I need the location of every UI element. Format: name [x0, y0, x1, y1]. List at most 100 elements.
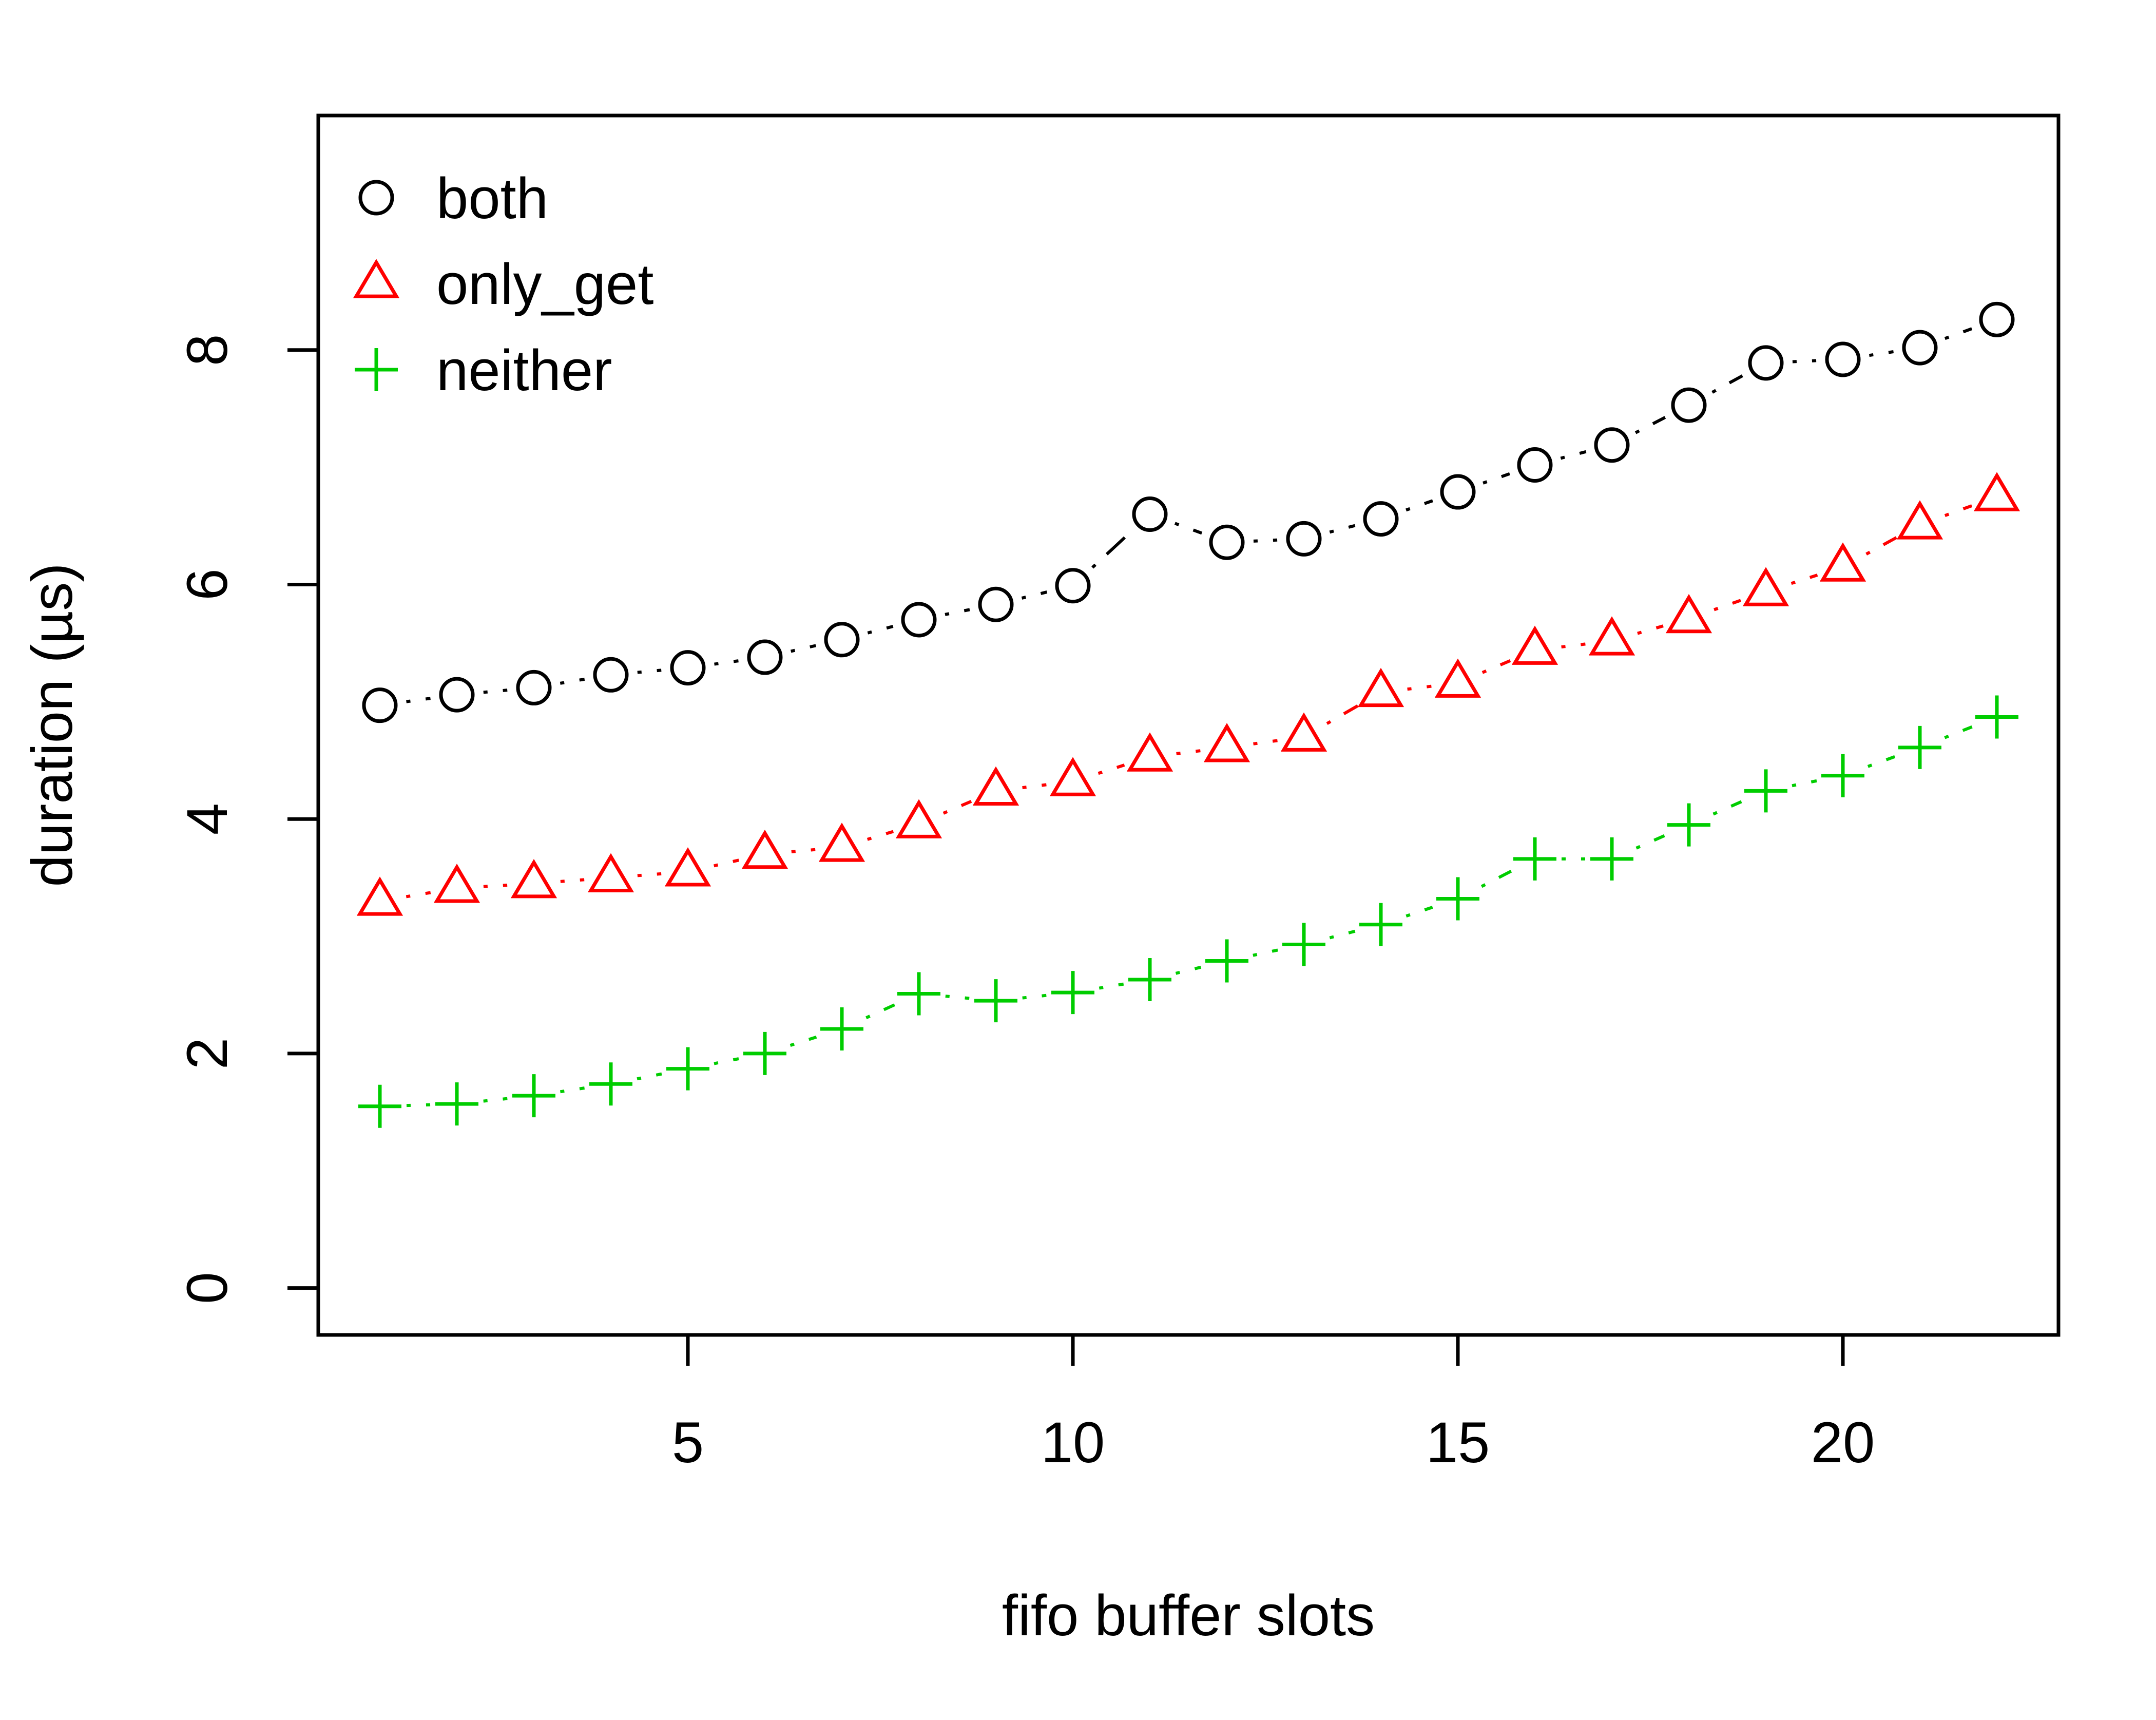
series-segment-both [714, 659, 739, 666]
series-segment-only_get [483, 883, 508, 888]
series-segment-both [945, 608, 970, 616]
series-markers [356, 301, 2020, 1128]
series-segment-both [867, 625, 894, 635]
series-segment-neither [1712, 800, 1742, 816]
series-segment-only_get [867, 830, 894, 841]
series-segment-both [1329, 524, 1356, 534]
data-point-both [516, 670, 552, 705]
series-segment-both [637, 668, 662, 674]
y-tick-label: 8 [175, 334, 239, 366]
data-point-only_get [1588, 616, 1635, 656]
data-point-neither [974, 979, 1017, 1023]
y-tick-label: 4 [175, 803, 239, 835]
data-point-both [1363, 501, 1399, 537]
data-point-only_get [1973, 472, 2020, 511]
data-point-only_get [1511, 625, 1558, 665]
series-segment-neither [1867, 755, 1896, 768]
series-lines [406, 327, 1973, 1107]
data-point-neither [666, 1047, 709, 1091]
legend-marker-only_get [353, 259, 400, 298]
data-point-both [1594, 427, 1630, 463]
series-segment-neither [945, 995, 970, 1000]
data-point-both [824, 622, 860, 658]
series-segment-neither [1944, 725, 1973, 739]
series-segment-neither [1635, 834, 1665, 850]
data-point-neither [512, 1074, 555, 1118]
data-point-only_get [587, 853, 634, 892]
series-segment-both [1944, 327, 1973, 340]
series-segment-neither [637, 1072, 662, 1081]
data-point-neither [1205, 939, 1248, 983]
data-point-both [593, 657, 629, 693]
series-segment-only_get [1637, 624, 1664, 635]
data-point-neither [1051, 971, 1094, 1015]
series-segment-neither [1406, 906, 1433, 918]
series-segment-only_get [1326, 704, 1359, 725]
series-segment-neither [560, 1086, 585, 1094]
series-segment-only_get [942, 800, 972, 815]
data-point-neither [1282, 923, 1325, 966]
data-point-only_get [1434, 658, 1481, 698]
data-point-both [670, 650, 706, 686]
y-axis: 0 2 4 6 8 [175, 334, 320, 1304]
data-point-both [978, 586, 1014, 622]
data-point-neither [1359, 903, 1402, 946]
series-segment-both [1560, 450, 1587, 460]
x-tick-label: 20 [1811, 1410, 1875, 1475]
data-point-both [1055, 568, 1091, 604]
data-point-only_get [895, 799, 942, 838]
data-point-only_get [1280, 712, 1327, 752]
series-segment-both [1091, 531, 1131, 569]
data-point-only_get [1896, 500, 1943, 540]
y-tick-label: 0 [175, 1272, 239, 1304]
series-segment-only_get [714, 858, 739, 868]
data-point-neither [589, 1062, 632, 1106]
data-point-only_get [972, 766, 1019, 806]
data-point-both [1286, 521, 1322, 557]
legend-marker-neither [355, 348, 398, 391]
y-axis-label: duration (µs) [20, 563, 84, 887]
series-segment-only_get [1098, 763, 1125, 775]
series-segment-both [1483, 472, 1510, 485]
data-point-both [439, 677, 475, 713]
series-segment-neither [1792, 779, 1817, 788]
series-segment-both [483, 689, 508, 694]
legend-label-only_get: only_get [436, 252, 653, 316]
series-segment-both [1711, 374, 1743, 394]
data-point-both [1902, 330, 1938, 366]
data-point-both [362, 687, 398, 723]
data-point-neither [1975, 695, 2018, 739]
data-point-only_get [1665, 594, 1712, 634]
y-tick-label: 2 [175, 1038, 239, 1069]
data-point-neither [1436, 877, 1479, 921]
series-segment-only_get [406, 891, 431, 899]
data-point-neither [1744, 769, 1787, 813]
series-segment-neither [1329, 929, 1356, 940]
series-segment-only_get [1944, 504, 1973, 517]
data-point-only_get [1126, 732, 1173, 772]
data-point-only_get [510, 858, 557, 899]
data-point-only_get [1049, 757, 1096, 796]
data-point-only_get [741, 829, 788, 869]
legend-label-neither: neither [436, 338, 612, 403]
series-segment-both [1792, 359, 1817, 364]
series-segment-both [1174, 522, 1203, 535]
x-tick-label: 5 [672, 1410, 704, 1475]
series-segment-neither [1253, 948, 1278, 957]
data-point-both [1979, 301, 2015, 337]
data-point-neither [358, 1084, 401, 1128]
series-segment-neither [1175, 965, 1202, 975]
series-segment-both [1253, 538, 1278, 543]
series-segment-both [406, 697, 431, 703]
series-segment-only_get [1022, 783, 1047, 790]
series-segment-both [1021, 590, 1048, 600]
data-point-neither [1128, 958, 1171, 1002]
series-segment-only_get [1865, 536, 1897, 556]
legend-label-both: both [436, 166, 548, 231]
data-point-neither [1513, 837, 1556, 881]
series-segment-only_get [1253, 739, 1278, 746]
data-point-both [747, 639, 783, 675]
series-segment-only_get [1481, 659, 1511, 674]
series-segment-only_get [791, 848, 816, 853]
